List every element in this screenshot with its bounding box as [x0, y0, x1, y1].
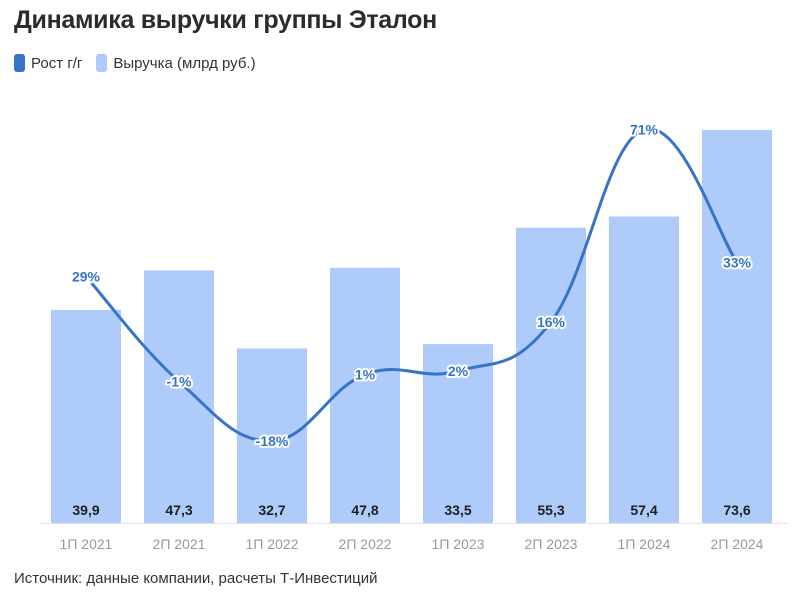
revenue-bar	[237, 348, 307, 523]
x-tick-label: 1П 2024	[618, 536, 671, 552]
revenue-bar	[702, 130, 772, 523]
bar-value-label: 73,6	[723, 502, 750, 518]
growth-point-label: -1%	[167, 374, 192, 390]
revenue-bar	[51, 309, 121, 523]
legend-swatch-bar	[96, 54, 108, 72]
growth-point-label: 1%	[355, 367, 376, 383]
legend-item-revenue: Выручка (млрд руб.)	[96, 54, 256, 72]
bar-value-label: 47,3	[165, 502, 192, 518]
revenue-bar	[609, 216, 679, 523]
x-tick-label: 1П 2021	[60, 536, 113, 552]
growth-point-label: 2%	[448, 363, 469, 379]
source-note: Источник: данные компании, расчеты Т-Инв…	[14, 570, 378, 587]
bar-value-label: 39,9	[72, 502, 99, 518]
legend: Рост г/г Выручка (млрд руб.)	[14, 54, 270, 72]
x-tick-label: 1П 2022	[246, 536, 299, 552]
growth-point-label: 71%	[630, 122, 659, 138]
bar-value-label: 55,3	[537, 502, 564, 518]
x-tick-label: 1П 2023	[432, 536, 485, 552]
legend-label-revenue: Выручка (млрд руб.)	[113, 54, 256, 72]
legend-item-growth: Рост г/г	[14, 54, 82, 72]
x-tick-label: 2П 2021	[153, 536, 206, 552]
revenue-bar	[330, 267, 400, 523]
legend-swatch-line	[14, 54, 25, 72]
bar-value-label: 47,8	[351, 502, 378, 518]
chart-title: Динамика выручки группы Эталон	[14, 6, 437, 34]
bar-value-label: 32,7	[258, 502, 285, 518]
growth-point-label: -18%	[256, 433, 289, 449]
growth-point-label: 29%	[72, 269, 101, 285]
bar-value-label: 33,5	[444, 502, 471, 518]
x-tick-label: 2П 2022	[339, 536, 392, 552]
growth-point-label: 16%	[537, 314, 566, 330]
growth-point-label: 33%	[723, 255, 752, 271]
bar-value-label: 57,4	[630, 502, 657, 518]
x-tick-label: 2П 2023	[525, 536, 578, 552]
legend-label-growth: Рост г/г	[31, 54, 83, 72]
x-tick-label: 2П 2024	[711, 536, 764, 552]
revenue-bar	[144, 270, 214, 523]
growth-line	[84, 127, 739, 443]
